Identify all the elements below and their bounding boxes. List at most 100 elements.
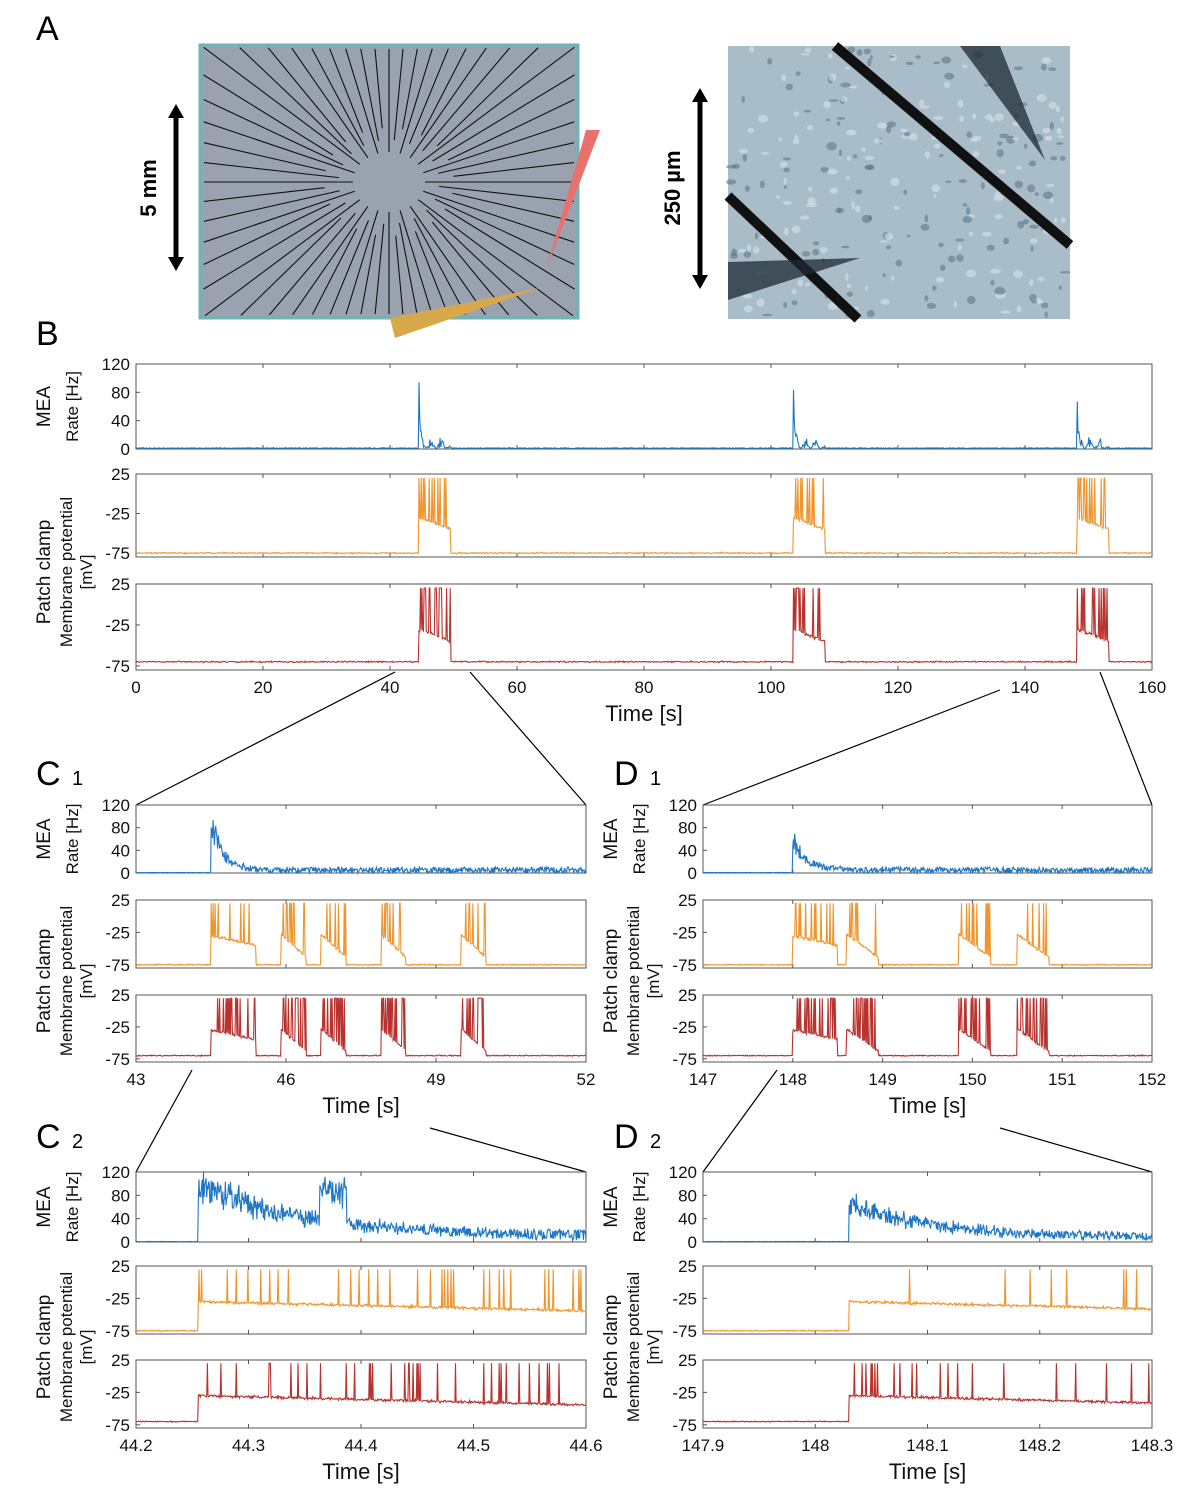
cell-speck	[948, 255, 956, 263]
x-axis-label: Time [s]	[889, 1459, 966, 1484]
cell-speck	[957, 244, 962, 252]
patch-trace-cell-2	[702, 997, 1153, 1058]
y-tick-label: -25	[105, 923, 130, 942]
cell-speck	[1046, 183, 1055, 188]
group-label-patch-clamp: Patch clamp	[601, 1295, 622, 1400]
cell-speck	[993, 194, 1004, 201]
cell-speck	[919, 99, 925, 107]
cell-speck	[791, 288, 797, 295]
cell-speck	[890, 275, 895, 281]
cell-speck	[806, 125, 814, 131]
cell-speck	[731, 248, 737, 257]
cell-speck	[1049, 197, 1054, 203]
cell-speck	[840, 96, 848, 103]
cell-speck	[1049, 121, 1054, 130]
electrode-lead	[203, 98, 344, 166]
y-axis-label-mv: [mV]	[77, 964, 96, 999]
cell-speck	[972, 113, 977, 120]
y-tick-label: 25	[111, 1257, 130, 1276]
electrode-lead	[292, 205, 369, 316]
y-tick-label: -75	[105, 1050, 130, 1069]
electrode-lead	[409, 47, 487, 159]
y-tick-label: 120	[102, 1163, 130, 1182]
electrode-lead	[447, 98, 575, 161]
y-tick-label: 80	[678, 819, 697, 838]
electrode-lead	[360, 234, 377, 315]
mea-rate-trace	[135, 819, 587, 876]
y-axis-label-mv: [mV]	[77, 555, 96, 590]
cell-speck	[885, 245, 892, 250]
cell-speck	[1055, 105, 1060, 113]
cell-speck	[782, 201, 793, 205]
cell-speck	[935, 276, 945, 283]
cell-speck	[1056, 142, 1064, 145]
y-tick-label: -25	[672, 1018, 697, 1037]
cell-speck	[743, 305, 753, 313]
cell-speck	[783, 167, 791, 173]
cell-speck	[828, 73, 837, 82]
cell-speck	[926, 302, 937, 310]
cell-speck	[994, 214, 1003, 219]
zoom-connectors	[135, 671, 1153, 1173]
cell-speck	[742, 153, 748, 162]
cell-speck	[1016, 165, 1022, 170]
axes-frame	[702, 1359, 1153, 1429]
cell-speck	[855, 189, 863, 195]
cell-speck	[953, 300, 958, 308]
electrode-lead	[239, 47, 352, 155]
cell-speck	[762, 313, 773, 317]
cell-speck	[845, 272, 849, 282]
zoom-line-b-d1-left	[702, 689, 1001, 806]
cell-speck	[793, 111, 800, 117]
cell-speck	[1023, 143, 1028, 149]
cell-speck	[795, 71, 801, 76]
electrode-lead	[413, 218, 467, 315]
y-tick-label: -75	[672, 1322, 697, 1341]
cell-speck	[854, 306, 860, 310]
x-tick-label: 20	[254, 678, 273, 697]
cell-speck	[938, 242, 944, 248]
group-label-mea: MEA	[34, 1186, 55, 1228]
electrode-lead	[267, 47, 347, 143]
cell-speck	[900, 128, 908, 133]
x-tick-label: 60	[508, 678, 527, 697]
zoom-line-c1-c2-right	[429, 1127, 587, 1173]
cell-speck	[895, 259, 903, 267]
cell-speck	[826, 142, 837, 151]
panel-a: A 5 mm 250 µm	[36, 10, 1074, 338]
y-axis-label-membrane: Membrane potential	[57, 906, 76, 1056]
y-axis-label-membrane: Membrane potential	[624, 1272, 643, 1422]
axes-frame	[135, 804, 587, 874]
x-tick-label: 43	[127, 1070, 146, 1089]
cell-speck	[767, 58, 773, 65]
panel-label-d1: D	[614, 755, 639, 793]
electrode-lead	[203, 162, 339, 179]
electrode-lead	[203, 190, 340, 222]
cell-speck	[840, 82, 851, 88]
y-axis-label-rate: Rate [Hz]	[63, 1172, 82, 1243]
zoom-line-b-c1-right	[469, 671, 587, 806]
electrode-lead	[395, 235, 404, 315]
y-axis-label-mv: [mV]	[77, 1330, 96, 1365]
y-tick-label: -25	[672, 1289, 697, 1308]
cell-speck	[852, 154, 858, 159]
x-tick-label: 152	[1138, 1070, 1166, 1089]
y-tick-label: 25	[678, 1257, 697, 1276]
electrode-lead	[393, 48, 404, 141]
cell-speck	[797, 279, 804, 287]
y-tick-label: 40	[678, 1210, 697, 1229]
y-tick-label: 120	[669, 796, 697, 815]
electrode-lead	[268, 212, 356, 316]
cell-speck	[785, 83, 793, 91]
cell-speck	[884, 232, 894, 241]
cell-speck	[994, 287, 1006, 295]
y-tick-label: 0	[121, 864, 130, 883]
group-label-patch-clamp: Patch clamp	[601, 929, 622, 1034]
x-tick-label: 40	[381, 678, 400, 697]
axes-frame	[135, 1265, 587, 1335]
cell-speck	[1030, 245, 1034, 252]
cell-speck	[873, 138, 884, 144]
cell-speck	[1013, 66, 1024, 71]
patch-trace-cell-1	[703, 1269, 1153, 1333]
cell-speck	[1017, 221, 1025, 229]
